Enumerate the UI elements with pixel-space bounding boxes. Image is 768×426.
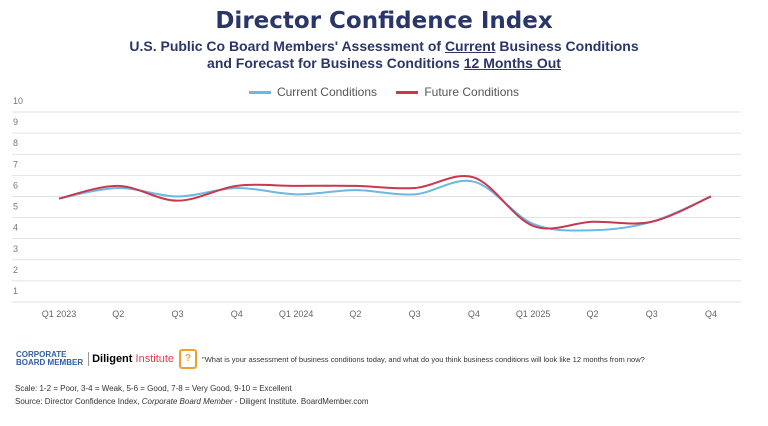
x-tick-label: Q3 — [646, 309, 658, 319]
y-tick-label: 6 — [13, 180, 18, 190]
chart-title: Director Confidence Index — [215, 8, 553, 34]
legend: Current Conditions Future Conditions — [0, 85, 768, 99]
subtitle-text: Business Conditions — [495, 38, 639, 54]
y-tick-label: 3 — [13, 244, 18, 254]
logo-institute: Institute — [135, 353, 175, 365]
x-tick-label: Q2 — [586, 309, 598, 319]
legend-swatch — [396, 91, 419, 95]
chart-subtitle-line1: U.S. Public Co Board Members' Assessment… — [0, 38, 768, 54]
survey-question: "What is your assessment of business con… — [202, 354, 645, 364]
legend-item-future: Future Conditions — [396, 85, 519, 99]
x-tick-label: Q1 2023 — [42, 309, 77, 319]
y-tick-label: 7 — [13, 159, 18, 169]
y-tick-label: 10 — [13, 96, 23, 106]
corporate-board-member-logo: CORPORATE BOARD MEMBER — [16, 350, 84, 367]
diligent-institute-logo: Diligent Institute — [88, 352, 174, 366]
legend-item-current: Current Conditions — [248, 85, 377, 99]
footer-logo-row: CORPORATE BOARD MEMBER Diligent Institute… — [16, 349, 645, 369]
x-tick-label: Q2 — [112, 309, 124, 319]
series-line-current — [58, 179, 712, 232]
y-tick-label: 9 — [13, 117, 18, 127]
x-tick-label: Q4 — [231, 309, 243, 319]
x-tick-label: Q4 — [705, 309, 717, 319]
legend-label: Future Conditions — [424, 85, 520, 99]
subtitle-underlined: 12 Months Out — [463, 55, 561, 71]
x-tick-label: Q2 — [349, 309, 361, 319]
x-tick-label: Q1 2025 — [516, 309, 551, 319]
series-line-future — [58, 175, 712, 230]
x-tick-label: Q3 — [409, 309, 421, 319]
subtitle-text: and Forecast for Business Conditions — [207, 55, 464, 71]
y-tick-label: 2 — [13, 265, 18, 275]
y-tick-label: 5 — [13, 202, 18, 212]
source-italic: Corporate Board Member — [141, 397, 233, 406]
chart-subtitle-line2: and Forecast for Business Conditions 12 … — [0, 55, 768, 71]
y-tick-label: 4 — [13, 223, 18, 233]
legend-swatch — [248, 91, 271, 95]
scale-note: Scale: 1-2 = Poor, 3-4 = Weak, 5-6 = Goo… — [15, 384, 292, 393]
x-tick-label: Q3 — [172, 309, 184, 319]
legend-label: Current Conditions — [276, 85, 377, 99]
subtitle-underlined: Current — [444, 38, 496, 54]
question-bubble-icon: ? — [179, 349, 198, 369]
source-note: Source: Director Confidence Index, Corpo… — [15, 397, 369, 406]
logo-diligent: Diligent — [92, 353, 133, 365]
x-tick-label: Q1 2024 — [279, 309, 314, 319]
source-text: - Diligent Institute. BoardMember.com — [232, 397, 369, 406]
y-tick-label: 1 — [13, 286, 18, 296]
subtitle-text: U.S. Public Co Board Members' Assessment… — [129, 38, 445, 54]
x-tick-label: Q4 — [468, 309, 480, 319]
y-tick-label: 8 — [13, 138, 18, 148]
source-text: Source: Director Confidence Index, — [15, 397, 142, 406]
